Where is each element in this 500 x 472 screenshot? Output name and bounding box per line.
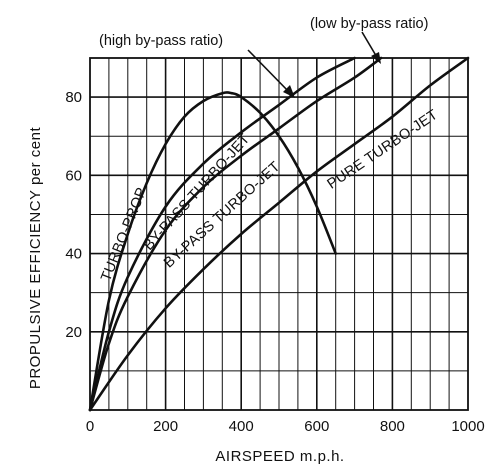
turbo-prop-curve [88, 91, 337, 412]
x-tick-label: 1000 [451, 418, 484, 435]
high-bypass-annotation: (high by-pass ratio) [99, 33, 223, 49]
x-axis-label: AIRSPEED m.p.h. [215, 448, 344, 465]
pure-turbojet-curve [88, 56, 470, 412]
plot-frame [89, 57, 469, 411]
x-tick-label: 800 [380, 418, 405, 435]
bypass-high-curve [88, 56, 356, 412]
x-tick-label: 600 [304, 418, 329, 435]
y-axis-label: PROPULSIVE EFFICIENCY per cent [27, 127, 44, 390]
tick-labels: 0 200 400 600 800 1000 20 40 60 80 [65, 89, 484, 435]
pure-turbojet-label: PURE TURBO-JET [325, 107, 441, 193]
high-bypass-arrow-head [283, 85, 295, 98]
x-tick-label: 400 [229, 418, 254, 435]
low-bypass-annotation: (low by-pass ratio) [310, 16, 428, 32]
grid [90, 58, 468, 410]
x-tick-label: 200 [153, 418, 178, 435]
y-tick-label: 20 [65, 324, 82, 341]
high-bypass-arrow-line [247, 49, 292, 95]
curves [88, 56, 470, 412]
bypass-low-curve [88, 56, 383, 412]
low-bypass-arrow-head [371, 52, 381, 64]
y-tick-label: 60 [65, 167, 82, 184]
x-tick-label: 0 [86, 418, 94, 435]
annotations: (high by-pass ratio) (low by-pass ratio) [95, 10, 475, 98]
y-tick-label: 40 [65, 246, 82, 263]
y-tick-label: 80 [65, 89, 82, 106]
